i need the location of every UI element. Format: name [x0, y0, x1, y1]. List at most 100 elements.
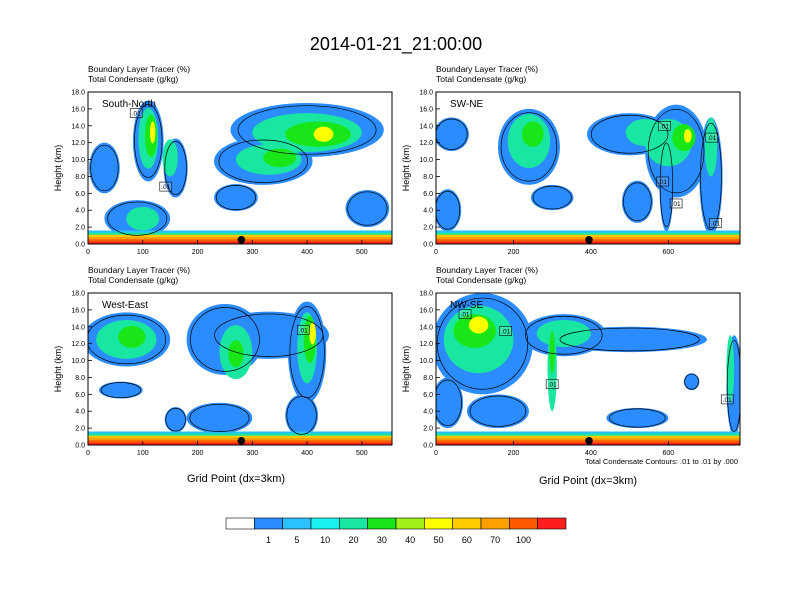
site-marker: [237, 235, 246, 244]
tracer-region: [213, 184, 258, 212]
x-tick-label: 600: [663, 450, 675, 457]
site-marker: [585, 436, 593, 445]
contour-label: .01: [669, 198, 683, 209]
y-tick-label: 8.0: [75, 174, 85, 181]
svg-text:.01: .01: [161, 184, 170, 191]
condensate-contour: [684, 373, 699, 390]
x-axis-label-left: Grid Point (dx=3km): [187, 473, 285, 485]
condensate-contour: [559, 327, 700, 352]
colorbar-label: 5: [294, 535, 299, 545]
y-tick-label: 4.0: [75, 409, 85, 416]
y-tick-label: 0.0: [423, 242, 433, 249]
cross-section-name: NW-SE: [450, 300, 483, 311]
tracer-region: [309, 322, 316, 345]
contour-label: .01: [720, 394, 734, 405]
y-axis-label: Height (km): [401, 145, 411, 192]
colorbar-label: 20: [348, 535, 358, 545]
condensate-contour: [590, 114, 669, 154]
x-tick-label: 200: [192, 450, 204, 457]
tracer-region: [186, 402, 253, 434]
condensate-contour: [700, 122, 722, 230]
x-tick-label: 500: [356, 249, 368, 256]
tracer-region: [228, 340, 244, 368]
tracer-region: [726, 335, 735, 403]
colorbar: 1 5 10 20 30 40 50 60 70 100: [225, 517, 567, 545]
y-tick-label: 0.0: [75, 443, 85, 450]
condensate-contour: [500, 112, 558, 182]
y-tick-label: 16.0: [419, 307, 433, 314]
y-tick-label: 12.0: [419, 140, 433, 147]
svg-text:.01: .01: [711, 220, 720, 227]
colorbar-swatch: [310, 517, 340, 530]
y-tick-label: 2.0: [75, 225, 85, 232]
colorbar-swatch: [254, 517, 283, 530]
tracer-region: [118, 325, 146, 348]
tracer-region: [263, 148, 297, 168]
condensate-contour: [100, 382, 141, 399]
condensate-contour: [190, 307, 260, 372]
colorbar-label: 1: [266, 535, 271, 545]
colorbar-swatch: [367, 517, 397, 530]
contour-label: .01: [129, 108, 143, 118]
condensate-contour: [215, 185, 256, 211]
colorbar-swatch: [509, 517, 538, 530]
x-tick-label: 400: [301, 450, 313, 457]
plot-frame: [435, 91, 741, 245]
svg-text:.01: .01: [658, 179, 667, 186]
y-tick-label: 4.0: [423, 409, 433, 416]
y-tick-label: 12.0: [71, 140, 85, 147]
x-tick-label: 0: [86, 249, 90, 256]
y-tick-label: 14.0: [71, 123, 85, 130]
colorbar-swatch: [480, 517, 510, 530]
y-tick-label: 8.0: [423, 174, 433, 181]
x-tick-label: 100: [137, 450, 149, 457]
panel-label-line2: Total Condensate (g/kg): [88, 275, 178, 285]
y-tick-label: 8.0: [75, 375, 85, 382]
tracer-region: [466, 394, 529, 429]
y-tick-label: 12.0: [419, 341, 433, 348]
condensate-contour: [726, 339, 740, 432]
panel-label-line1: Boundary Layer Tracer (%): [88, 64, 190, 74]
tracer-region: [683, 129, 692, 143]
condensate-contour: [436, 118, 468, 150]
tracer-region: [704, 117, 718, 177]
tracer-region: [345, 189, 390, 228]
y-tick-label: 6.0: [75, 392, 85, 399]
x-tick-label: 0: [434, 249, 438, 256]
panel-west-east: .01 West-East Boundary Layer Tracer (%)Tot…: [53, 265, 393, 457]
condensate-contour: [214, 313, 324, 357]
y-axis-label: Height (km): [53, 145, 63, 192]
x-tick-label: 600: [663, 249, 675, 256]
contour-label: .01: [705, 132, 719, 143]
svg-text:.01: .01: [299, 328, 308, 335]
colorbar-swatch: [282, 517, 312, 530]
y-tick-label: 10.0: [419, 157, 433, 164]
contour-label: .01: [296, 325, 310, 335]
x-tick-label: 300: [246, 249, 258, 256]
condensate-contour: [90, 144, 119, 192]
x-tick-label: 500: [356, 450, 368, 457]
condensate-contour: [218, 139, 308, 183]
svg-text:.01: .01: [660, 123, 669, 130]
condensate-contour: [88, 314, 167, 365]
contour-note: Total Condensate Contours: .01 to .01 by…: [585, 457, 738, 466]
tracer-region: [436, 189, 462, 232]
svg-text:.01: .01: [672, 201, 681, 208]
svg-text:.01: .01: [723, 397, 732, 404]
y-tick-label: 18.0: [71, 90, 85, 97]
site-marker: [237, 436, 246, 445]
y-tick-label: 2.0: [75, 426, 85, 433]
plot-frame: [87, 292, 393, 446]
x-tick-label: 400: [301, 249, 313, 256]
tracer-region: [625, 119, 665, 147]
svg-text:.01: .01: [461, 312, 470, 319]
tracer-region: [313, 126, 334, 142]
tracer-field: [436, 104, 740, 244]
x-axis-label-right: Grid Point (dx=3km): [539, 475, 637, 487]
y-tick-label: 16.0: [71, 307, 85, 314]
tracer-region: [468, 316, 489, 334]
y-tick-label: 4.0: [423, 208, 433, 215]
